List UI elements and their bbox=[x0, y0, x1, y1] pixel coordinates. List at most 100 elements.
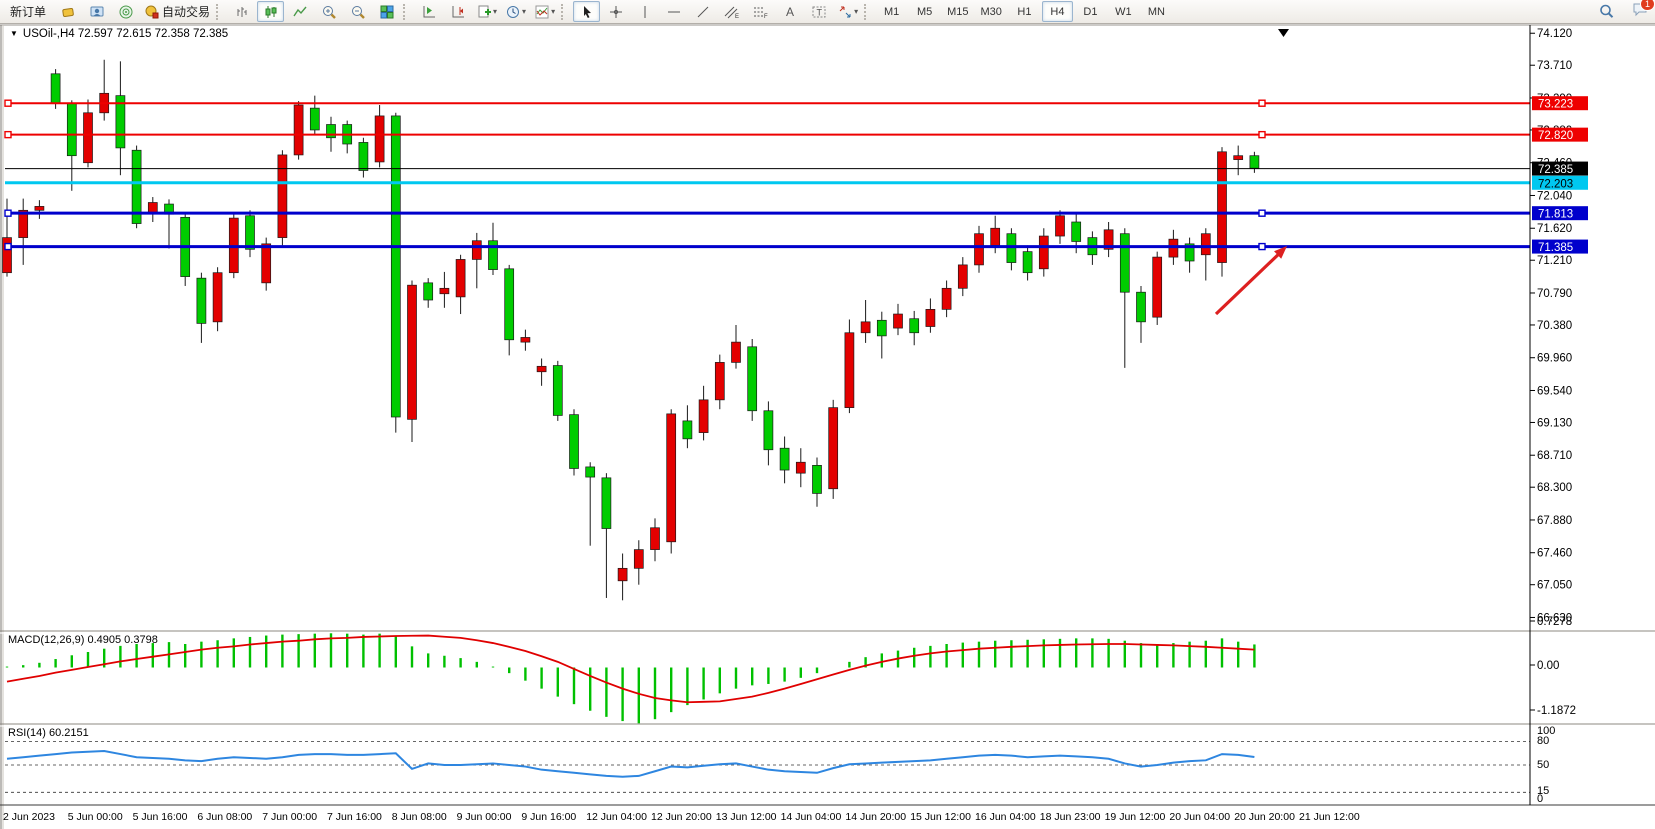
candle bbox=[957, 264, 968, 289]
svg-text:71.385: 71.385 bbox=[1538, 242, 1573, 254]
tf-button-m5[interactable]: M5 bbox=[916, 5, 933, 18]
horizontal-line-icon[interactable] bbox=[660, 1, 687, 22]
candlestick-chart-icon[interactable] bbox=[257, 1, 285, 22]
candle bbox=[1136, 291, 1146, 323]
svg-text:E: E bbox=[735, 14, 739, 20]
auto-scroll-icon[interactable] bbox=[415, 1, 442, 22]
svg-text:9 Jun 00:00: 9 Jun 00:00 bbox=[457, 811, 512, 823]
text-label-icon[interactable]: T bbox=[805, 1, 832, 22]
collapse-triangle-icon[interactable]: ▼ bbox=[10, 29, 18, 38]
toolbar-grip[interactable] bbox=[216, 3, 223, 20]
search-icon[interactable] bbox=[1593, 1, 1620, 22]
svg-text:18 Jun 23:00: 18 Jun 23:00 bbox=[1040, 811, 1101, 823]
resistance-line[interactable] bbox=[4, 99, 1530, 107]
cursor-icon[interactable] bbox=[573, 1, 601, 22]
tf-button-h1[interactable]: H1 bbox=[1017, 5, 1032, 18]
svg-text:69.540: 69.540 bbox=[1537, 385, 1572, 397]
line-chart-icon[interactable] bbox=[286, 1, 313, 22]
indicators-icon[interactable]: ▾ bbox=[531, 1, 558, 22]
svg-text:15 Jun 12:00: 15 Jun 12:00 bbox=[910, 811, 971, 823]
new-order-button[interactable]: 新订单 bbox=[10, 5, 47, 19]
bar-chart-icon[interactable] bbox=[228, 1, 255, 22]
toolbar-grip[interactable] bbox=[864, 3, 871, 20]
candle bbox=[390, 115, 401, 418]
new-chart-icon[interactable]: ▾ bbox=[473, 1, 500, 22]
candle bbox=[471, 240, 482, 260]
text-icon[interactable]: A bbox=[776, 1, 803, 22]
svg-text:14 Jun 04:00: 14 Jun 04:00 bbox=[781, 811, 842, 823]
toolbar-grip[interactable] bbox=[561, 3, 568, 20]
candle bbox=[601, 477, 612, 529]
tile-windows-icon[interactable] bbox=[373, 1, 400, 22]
candle bbox=[504, 268, 515, 341]
svg-text:8 Jun 08:00: 8 Jun 08:00 bbox=[392, 811, 447, 823]
candle bbox=[1022, 251, 1033, 274]
tf-button-m15[interactable]: M15 bbox=[947, 5, 969, 18]
signals-icon[interactable] bbox=[112, 1, 139, 22]
candle bbox=[666, 413, 677, 543]
market-watch-icon[interactable] bbox=[54, 1, 81, 22]
vertical-line-icon[interactable] bbox=[631, 1, 658, 22]
svg-text:67.880: 67.880 bbox=[1537, 515, 1572, 527]
time-axis[interactable]: 2 Jun 2023 5 Jun 00:00 5 Jun 16:00 6 Jun 08… bbox=[3, 811, 1360, 823]
crosshair-icon[interactable] bbox=[602, 1, 629, 22]
candle bbox=[423, 282, 434, 301]
auto-trading-label: 自动交易 bbox=[162, 5, 211, 19]
toolbar-grip[interactable] bbox=[403, 3, 410, 20]
candle bbox=[812, 465, 822, 494]
candle bbox=[876, 319, 887, 337]
svg-text:74.120: 74.120 bbox=[1537, 28, 1572, 40]
price-chart[interactable]: 74.12073.71073.29072.88072.46072.04071.6… bbox=[0, 24, 1655, 829]
candle bbox=[617, 567, 628, 582]
zoom-out-icon[interactable] bbox=[344, 1, 371, 22]
equidistant-channel-icon[interactable]: E bbox=[718, 1, 745, 22]
tf-button-mn[interactable]: MN bbox=[1147, 5, 1165, 18]
notifications-chat-icon[interactable]: 1 bbox=[1631, 0, 1655, 23]
candle bbox=[293, 104, 304, 156]
tf-button-w1[interactable]: W1 bbox=[1115, 5, 1132, 18]
svg-text:100: 100 bbox=[1537, 725, 1555, 737]
resistance-line[interactable] bbox=[4, 130, 1530, 139]
svg-text:2 Jun 2023: 2 Jun 2023 bbox=[3, 811, 55, 823]
chart-shift-icon[interactable] bbox=[444, 1, 471, 22]
svg-text:12 Jun 20:00: 12 Jun 20:00 bbox=[651, 811, 712, 823]
arrows-icon[interactable]: ▾ bbox=[834, 1, 861, 22]
svg-text:68.300: 68.300 bbox=[1537, 482, 1572, 494]
svg-text:7 Jun 00:00: 7 Jun 00:00 bbox=[262, 811, 317, 823]
candle bbox=[585, 466, 596, 478]
candle bbox=[1217, 151, 1227, 263]
tf-button-m30[interactable]: M30 bbox=[980, 5, 1002, 18]
timeframes-clock-icon[interactable]: ▾ bbox=[502, 1, 529, 22]
candle bbox=[747, 346, 758, 412]
arrow-annotation[interactable] bbox=[1214, 246, 1287, 316]
svg-text:5 Jun 00:00: 5 Jun 00:00 bbox=[68, 811, 123, 823]
tf-button-m1[interactable]: M1 bbox=[883, 5, 900, 18]
candle bbox=[1038, 235, 1049, 270]
support-line[interactable] bbox=[4, 209, 1530, 217]
candle bbox=[1006, 233, 1017, 263]
candle bbox=[212, 272, 223, 323]
tf-button-h4[interactable]: H4 bbox=[1041, 1, 1073, 22]
svg-text:7 Jun 16:00: 7 Jun 16:00 bbox=[327, 811, 382, 823]
support-line[interactable] bbox=[4, 242, 1530, 251]
chart-shift-marker-icon[interactable] bbox=[1278, 29, 1289, 37]
candle bbox=[83, 112, 93, 164]
price-tag-71.385: 71.385 bbox=[1532, 239, 1588, 254]
notification-badge: 1 bbox=[1639, 0, 1655, 11]
candle bbox=[131, 149, 142, 224]
candle bbox=[374, 115, 385, 163]
chart-window: ▼ USOil-,H4 72.597 72.615 72.358 72.385 M… bbox=[0, 24, 1655, 829]
accounts-icon[interactable] bbox=[83, 1, 110, 22]
zoom-in-icon[interactable] bbox=[315, 1, 342, 22]
line-handle bbox=[1258, 99, 1266, 107]
fibonacci-icon[interactable]: F bbox=[747, 1, 774, 22]
candle bbox=[358, 142, 369, 171]
price-tag-71.813: 71.813 bbox=[1532, 206, 1588, 221]
candle bbox=[520, 337, 531, 343]
trendline-icon[interactable] bbox=[689, 1, 716, 22]
auto-trading-button[interactable]: 自动交易 bbox=[141, 1, 213, 22]
candle bbox=[860, 321, 871, 334]
line-handle bbox=[1258, 209, 1266, 217]
line-handle bbox=[1258, 242, 1266, 251]
tf-button-d1[interactable]: D1 bbox=[1083, 5, 1098, 18]
